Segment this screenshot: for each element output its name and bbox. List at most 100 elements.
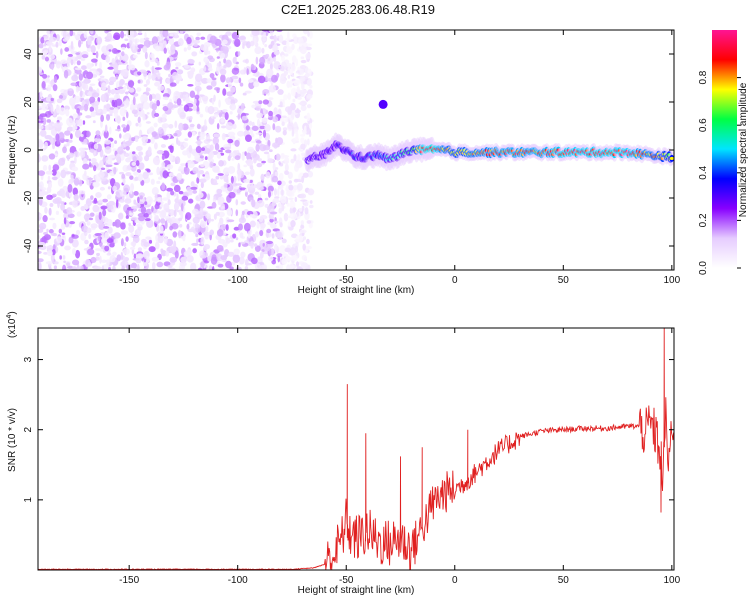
noise-blob bbox=[66, 141, 70, 147]
noise-blob bbox=[113, 113, 119, 117]
noise-blob bbox=[222, 46, 229, 54]
noise-blob bbox=[103, 226, 110, 229]
noise-blob bbox=[239, 187, 247, 191]
noise-blob bbox=[299, 43, 303, 47]
noise-blob bbox=[245, 258, 249, 267]
noise-blob bbox=[240, 213, 245, 221]
noise-blob bbox=[47, 175, 51, 181]
noise-blob bbox=[132, 43, 135, 51]
noise-blob bbox=[67, 184, 73, 193]
noise-blob bbox=[143, 213, 149, 218]
noise-blob bbox=[110, 89, 116, 95]
noise-blob bbox=[133, 253, 137, 259]
noise-blob bbox=[125, 157, 131, 163]
noise-blob bbox=[309, 204, 314, 209]
noise-blob bbox=[80, 133, 84, 138]
noise-blob bbox=[105, 164, 113, 168]
noise-blob bbox=[168, 145, 173, 150]
noise-blob bbox=[121, 265, 125, 270]
noise-blob bbox=[100, 94, 107, 103]
noise-blob bbox=[90, 148, 95, 153]
noise-blob bbox=[227, 131, 236, 137]
noise-blob bbox=[281, 203, 285, 212]
noise-blob bbox=[216, 87, 220, 94]
noise-blob bbox=[173, 132, 178, 137]
noise-blob bbox=[170, 190, 175, 196]
noise-blob bbox=[116, 115, 121, 124]
noise-blob bbox=[274, 167, 279, 170]
noise-blob bbox=[88, 158, 91, 162]
noise-blob bbox=[48, 164, 52, 171]
noise-blob bbox=[84, 259, 91, 268]
noise-blob bbox=[102, 217, 109, 223]
noise-blob bbox=[77, 119, 84, 127]
noise-blob bbox=[186, 223, 190, 230]
noise-blob bbox=[41, 155, 49, 162]
noise-blob bbox=[216, 152, 222, 159]
noise-blob bbox=[268, 85, 276, 93]
noise-blob bbox=[108, 81, 114, 86]
noise-blob bbox=[46, 245, 54, 249]
noise-blob bbox=[73, 177, 80, 186]
noise-blob bbox=[100, 167, 106, 171]
noise-blob bbox=[96, 135, 100, 139]
noise-blob bbox=[166, 191, 171, 201]
noise-blob bbox=[296, 93, 301, 98]
noise-blob bbox=[169, 225, 174, 231]
noise-blob bbox=[163, 47, 167, 54]
noise-blob bbox=[182, 235, 186, 242]
noise-blob bbox=[56, 137, 60, 145]
noise-blob bbox=[262, 129, 267, 138]
noise-blob bbox=[183, 166, 187, 172]
noise-blob bbox=[215, 65, 220, 75]
noise-blob bbox=[229, 111, 233, 115]
noise-blob bbox=[200, 77, 209, 84]
noise-blob bbox=[78, 147, 85, 152]
noise-blob bbox=[187, 221, 192, 225]
noise-blob bbox=[170, 216, 177, 225]
noise-blob bbox=[264, 124, 271, 132]
noise-blob bbox=[250, 184, 258, 189]
noise-blob bbox=[130, 262, 137, 269]
noise-blob bbox=[188, 198, 194, 204]
noise-blob bbox=[297, 154, 301, 161]
noise-blob bbox=[188, 116, 193, 121]
noise-blob bbox=[108, 97, 116, 101]
noise-blob bbox=[211, 266, 215, 270]
noise-blob bbox=[199, 200, 206, 209]
noise-blob bbox=[104, 146, 112, 154]
noise-blob bbox=[81, 225, 89, 233]
noise-blob bbox=[186, 36, 192, 45]
noise-blob bbox=[65, 108, 70, 117]
noise-blob bbox=[52, 164, 60, 171]
noise-blob bbox=[233, 188, 238, 193]
noise-blob bbox=[174, 120, 178, 129]
noise-blob bbox=[45, 261, 53, 265]
noise-blob bbox=[219, 68, 227, 76]
noise-blob bbox=[176, 172, 183, 181]
noise-blob bbox=[231, 158, 235, 161]
noise-blob bbox=[63, 69, 69, 79]
noise-blob bbox=[126, 111, 129, 119]
noise-blob bbox=[215, 193, 223, 197]
noise-blob bbox=[88, 162, 92, 167]
noise-blob bbox=[130, 205, 138, 210]
noise-blob bbox=[138, 215, 145, 222]
noise-blob bbox=[71, 166, 79, 172]
noise-blob bbox=[247, 230, 251, 239]
noise-blob bbox=[300, 59, 307, 64]
noise-blob bbox=[293, 88, 296, 97]
noise-blob bbox=[94, 266, 102, 270]
noise-blob bbox=[203, 174, 211, 181]
noise-blob bbox=[123, 242, 127, 247]
noise-blob bbox=[38, 120, 44, 123]
noise-blob bbox=[154, 193, 158, 202]
noise-blob bbox=[288, 184, 294, 191]
noise-blob bbox=[220, 255, 228, 261]
noise-blob bbox=[189, 123, 195, 128]
noise-blob bbox=[262, 144, 271, 151]
noise-blob bbox=[115, 153, 121, 161]
noise-blob bbox=[250, 257, 258, 265]
noise-blob bbox=[290, 64, 296, 72]
noise-blob bbox=[72, 248, 76, 255]
